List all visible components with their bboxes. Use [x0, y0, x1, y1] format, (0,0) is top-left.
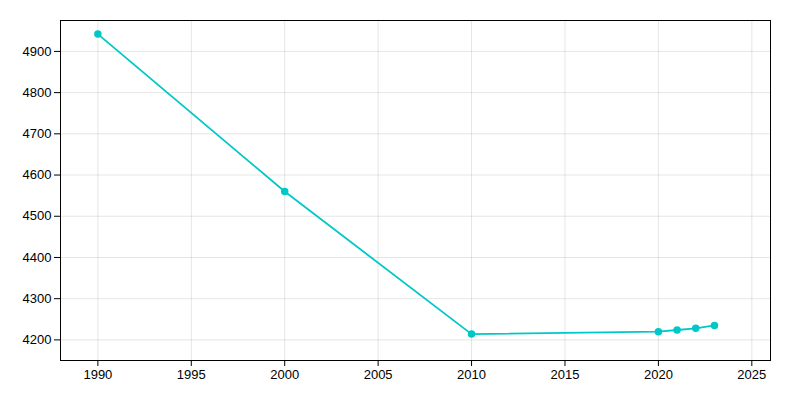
svg-text:2015: 2015 [551, 367, 580, 382]
svg-text:4600: 4600 [23, 167, 52, 182]
svg-text:4400: 4400 [23, 250, 52, 265]
svg-text:2010: 2010 [457, 367, 486, 382]
svg-text:1995: 1995 [177, 367, 206, 382]
svg-text:4200: 4200 [23, 332, 52, 347]
svg-text:2025: 2025 [737, 367, 766, 382]
svg-text:4500: 4500 [23, 208, 52, 223]
svg-text:4800: 4800 [23, 85, 52, 100]
svg-text:4700: 4700 [23, 126, 52, 141]
svg-text:4900: 4900 [23, 44, 52, 59]
svg-text:1990: 1990 [83, 367, 112, 382]
svg-text:2000: 2000 [270, 367, 299, 382]
svg-text:2005: 2005 [364, 367, 393, 382]
svg-text:2020: 2020 [644, 367, 673, 382]
svg-text:4300: 4300 [23, 291, 52, 306]
